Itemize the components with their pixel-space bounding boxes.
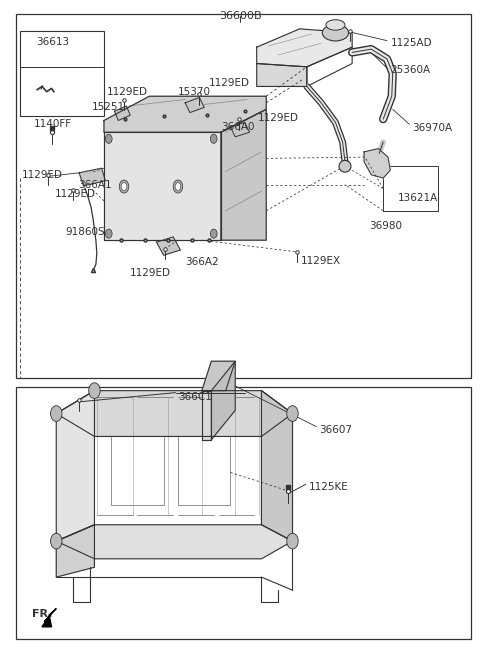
- Text: 36970A: 36970A: [412, 123, 452, 133]
- Text: 1129EX: 1129EX: [301, 256, 341, 266]
- Text: 1125KE: 1125KE: [309, 482, 349, 492]
- Text: 91860S: 91860S: [66, 227, 106, 237]
- Text: 1129ED: 1129ED: [22, 170, 62, 181]
- Text: 36980: 36980: [369, 221, 402, 231]
- Polygon shape: [364, 148, 390, 178]
- Circle shape: [106, 134, 112, 143]
- Polygon shape: [262, 391, 292, 541]
- Circle shape: [121, 183, 127, 191]
- Polygon shape: [257, 64, 307, 87]
- Ellipse shape: [326, 20, 345, 30]
- Circle shape: [173, 180, 183, 193]
- Polygon shape: [202, 391, 211, 440]
- Polygon shape: [221, 109, 266, 240]
- Polygon shape: [185, 97, 204, 112]
- Bar: [166, 145, 211, 227]
- Circle shape: [175, 183, 181, 191]
- Circle shape: [89, 383, 100, 399]
- Text: 1125AD: 1125AD: [390, 37, 432, 47]
- Bar: [21, 31, 104, 116]
- Ellipse shape: [323, 24, 348, 41]
- Polygon shape: [257, 29, 352, 67]
- Bar: [115, 151, 153, 222]
- Bar: [16, 14, 471, 378]
- Polygon shape: [230, 122, 250, 137]
- Bar: [383, 166, 438, 211]
- Polygon shape: [56, 391, 292, 436]
- Polygon shape: [211, 361, 235, 440]
- Text: 1129ED: 1129ED: [107, 87, 147, 97]
- Circle shape: [287, 406, 298, 421]
- Circle shape: [210, 134, 217, 143]
- Text: 25360A: 25360A: [390, 65, 431, 75]
- Text: 366A1: 366A1: [78, 179, 111, 190]
- Bar: [111, 145, 156, 227]
- Bar: [16, 388, 471, 639]
- Circle shape: [210, 229, 217, 238]
- Circle shape: [287, 533, 298, 549]
- Text: 366A2: 366A2: [185, 257, 219, 267]
- Polygon shape: [104, 97, 266, 132]
- Bar: [111, 413, 164, 505]
- Text: 1129ED: 1129ED: [209, 78, 250, 87]
- Text: 13621A: 13621A: [397, 193, 438, 202]
- Circle shape: [50, 406, 62, 421]
- Text: 15251: 15251: [92, 102, 125, 112]
- Text: 36613: 36613: [36, 37, 69, 47]
- Polygon shape: [42, 608, 56, 627]
- Circle shape: [50, 533, 62, 549]
- Polygon shape: [56, 391, 95, 541]
- Text: FR.: FR.: [33, 610, 53, 620]
- Circle shape: [106, 229, 112, 238]
- Text: 1129ED: 1129ED: [258, 113, 299, 123]
- Text: 36607: 36607: [319, 425, 352, 435]
- Polygon shape: [79, 168, 106, 186]
- Text: 366C1: 366C1: [178, 392, 212, 401]
- Text: 1129ED: 1129ED: [130, 268, 171, 278]
- Polygon shape: [56, 525, 292, 559]
- Bar: [170, 151, 207, 222]
- Polygon shape: [104, 132, 221, 240]
- Text: 366A0: 366A0: [221, 122, 254, 132]
- Text: 15370: 15370: [178, 87, 211, 97]
- Polygon shape: [202, 361, 235, 391]
- Text: 1129ED: 1129ED: [55, 189, 96, 198]
- Polygon shape: [156, 237, 180, 255]
- Circle shape: [119, 180, 129, 193]
- Text: 36600B: 36600B: [219, 11, 261, 21]
- Ellipse shape: [339, 160, 351, 172]
- Polygon shape: [56, 525, 95, 577]
- Polygon shape: [115, 106, 130, 120]
- Bar: [178, 413, 230, 505]
- Text: 1140FF: 1140FF: [34, 119, 72, 129]
